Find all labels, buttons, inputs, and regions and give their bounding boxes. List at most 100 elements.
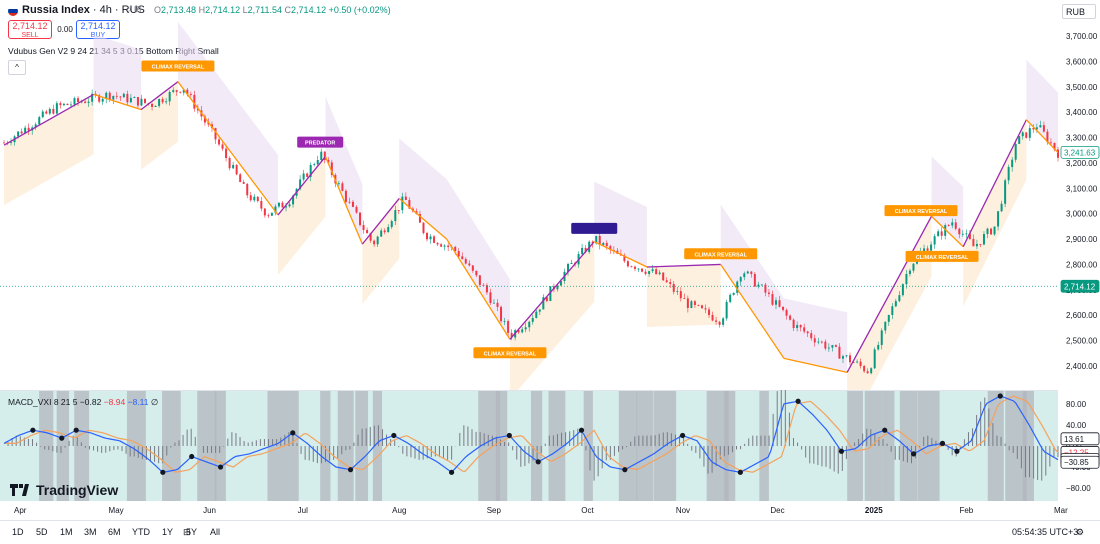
range-button-ytd[interactable]: YTD <box>132 527 150 537</box>
macd-cross-dot <box>622 467 628 473</box>
macd-cross-dot <box>838 448 845 454</box>
candle-body <box>397 210 400 211</box>
candle-body <box>908 270 911 275</box>
candle-body <box>690 301 693 308</box>
macd-bg-band <box>197 391 217 501</box>
macd-pane[interactable]: 80.0040.000.00−40.00−80.0013.61−12.25−25… <box>0 390 1100 502</box>
candle-body <box>947 225 950 226</box>
annotation-label: CLIMAX REVERSAL <box>684 248 758 260</box>
range-button-1m[interactable]: 1M <box>60 527 73 537</box>
candle-body <box>521 329 524 333</box>
candle-body <box>813 338 816 343</box>
candle-body <box>232 164 235 169</box>
time-axis: Apr May Jun Jul Aug Sep Oct Nov Dec 2025 Feb Mar <box>14 506 1068 515</box>
macd-bg-band <box>495 391 508 501</box>
macd-histogram <box>7 390 1059 481</box>
candle-body <box>651 269 654 272</box>
currency-selector[interactable]: RUB <box>1062 4 1096 19</box>
macd-bg-band <box>285 391 299 501</box>
macd-cross-dot <box>506 432 512 439</box>
symbol-actions-icon[interactable]: ○ ⊞ <box>126 4 142 14</box>
price-chart[interactable]: CLIMAX REVERSAL PREDATOR CLIMAX REVERSAL CL… <box>0 0 1100 390</box>
zigzag-segment <box>140 81 179 111</box>
range-button-5y[interactable]: 5Y <box>186 527 198 537</box>
zigzag-segment <box>962 119 1027 247</box>
candle-body <box>1011 159 1014 168</box>
candle-body <box>394 210 397 222</box>
candle-body <box>380 230 383 237</box>
range-button-1y[interactable]: 1Y <box>162 527 174 537</box>
candle-body <box>697 304 700 306</box>
candle-body <box>792 319 795 329</box>
candle-body <box>362 225 365 230</box>
candle-body <box>810 333 813 339</box>
settings-icon[interactable]: ⚙ <box>1076 527 1085 537</box>
candle-body <box>531 318 534 322</box>
range-button-6m[interactable]: 6M <box>108 527 121 537</box>
zigzag-fill <box>783 298 848 373</box>
candle-body <box>683 298 686 299</box>
candle-body <box>457 250 460 257</box>
candle-body <box>630 266 633 268</box>
candle-body <box>715 320 718 322</box>
time-tick-label: Apr <box>14 506 27 515</box>
macd-legend[interactable]: MACD_VXI 8 21 5 −0.82 −8.94 −8.11 ∅ <box>8 397 159 407</box>
range-button-1d[interactable]: 1D <box>12 527 24 537</box>
macd-bg-band <box>724 391 736 501</box>
price-tick-label: 3,000.00 <box>1066 210 1098 219</box>
annotation-box <box>473 347 547 359</box>
macd-cross-dot <box>578 427 585 433</box>
macd-bg-band <box>478 391 500 501</box>
candle-body <box>834 345 837 347</box>
range-button-all[interactable]: All <box>210 527 221 537</box>
range-button-5d[interactable]: 5D <box>36 527 48 537</box>
candle-body <box>433 236 436 243</box>
symbol-title[interactable]: Russia Index · 4h · RUS <box>22 4 145 16</box>
macd-cross-dot <box>30 427 36 433</box>
candle-body <box>1000 203 1003 212</box>
candle-body <box>242 182 245 184</box>
candle-body <box>559 281 562 286</box>
zigzag-segment <box>3 93 94 146</box>
candle-body <box>341 183 344 191</box>
candle-body <box>961 233 964 235</box>
price-tick-label: 3,100.00 <box>1066 184 1098 193</box>
candle-body <box>359 212 362 226</box>
candle-body <box>136 97 139 106</box>
date-range-icon[interactable]: ⊟ <box>183 527 191 537</box>
candle-body <box>129 97 132 103</box>
macd-tick-label: 80.00 <box>1066 400 1087 409</box>
candle-body <box>161 99 164 103</box>
price-tick-label: 3,400.00 <box>1066 108 1098 117</box>
candle-body <box>122 93 125 98</box>
candle-body <box>193 94 196 109</box>
price-axis: 3,700.00 3,600.00 3,500.00 3,400.00 3,300.00… <box>1060 32 1100 371</box>
candle-body <box>288 204 291 207</box>
candle-body <box>373 240 376 245</box>
candle-body <box>923 248 926 253</box>
candle-body <box>852 362 855 364</box>
candle-body <box>73 98 76 105</box>
candle-body <box>997 211 1000 227</box>
candle-body <box>316 159 319 165</box>
candle-body <box>45 111 48 114</box>
zigzag-fill <box>93 34 142 110</box>
candle-body <box>993 226 996 235</box>
candle-body <box>20 131 23 134</box>
candle-body <box>884 321 887 331</box>
candle-body <box>503 321 506 322</box>
candle-body <box>637 268 640 270</box>
collapse-legend-button[interactable]: ^ <box>8 60 26 75</box>
candle-body <box>944 225 947 236</box>
macd-cross-dot <box>59 435 65 441</box>
range-button-3m[interactable]: 3M <box>84 527 97 537</box>
zigzag-segment <box>720 264 785 359</box>
macd-cross-dot <box>189 453 195 460</box>
candle-body <box>228 158 231 169</box>
candle-body <box>859 361 862 367</box>
candle-body <box>641 268 644 272</box>
zigzag-fill <box>720 204 784 359</box>
price-tick-label: 2,400.00 <box>1066 362 1098 371</box>
time-tick-label: Oct <box>581 506 594 515</box>
sell-button[interactable]: 2,714.12 SELL <box>8 20 52 39</box>
